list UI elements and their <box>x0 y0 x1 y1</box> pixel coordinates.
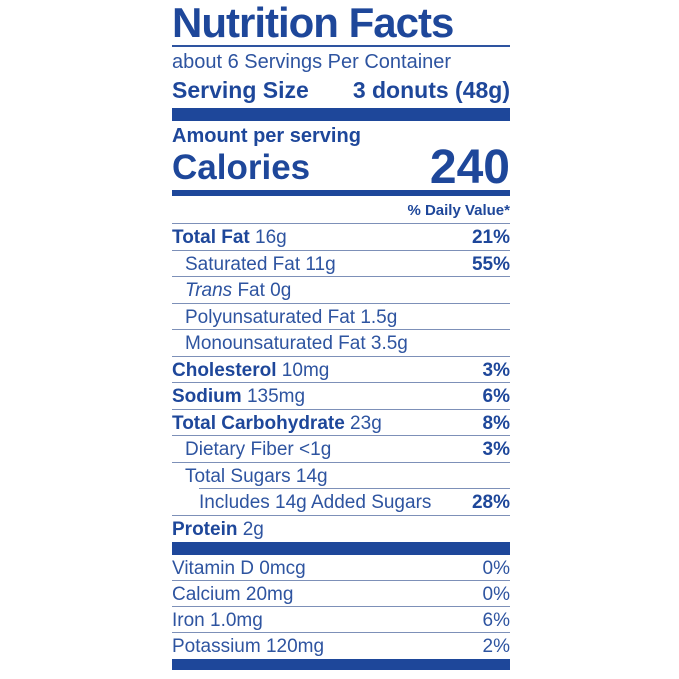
calories-value: 240 <box>429 141 510 194</box>
serving-size-row: Serving Size 3 donuts (48g) <box>172 76 510 108</box>
nutrient-row-added-sugars: Includes 14g Added Sugars 28% <box>172 489 510 516</box>
nutrient-row-cholesterol: Cholesterol 10mg 3% <box>172 357 510 384</box>
vitamin-row-calcium: Calcium 20mg 0% <box>172 581 510 607</box>
vitamin-row-potassium: Potassium 120mg 2% <box>172 633 510 659</box>
daily-value-pct: 0% <box>482 584 510 605</box>
footnote-asterisk: * <box>172 677 177 679</box>
daily-value-pct: 55% <box>471 253 510 275</box>
title-divider <box>172 45 510 47</box>
vitamin-row-vitamin-d: Vitamin D 0mcg 0% <box>172 555 510 581</box>
daily-value-pct: 0% <box>482 558 510 579</box>
daily-value-pct: 3% <box>482 439 510 460</box>
serving-size-value: 3 donuts (48g) <box>352 77 510 103</box>
nutrient-row-sodium: Sodium 135mg 6% <box>172 383 510 410</box>
nutrient-name: Polyunsaturated Fat 1.5g <box>185 306 398 328</box>
label-panel: Nutrition Facts about 6 Servings Per Con… <box>172 1 510 679</box>
nutrient-name: Calcium 20mg <box>172 584 294 605</box>
nutrient-row-saturated-fat: Saturated Fat 11g 55% <box>172 251 510 278</box>
nutrient-name: Includes 14g Added Sugars <box>199 492 432 513</box>
nutrient-name: Total Carbohydrate 23g <box>172 412 382 434</box>
nutrient-name: Sodium 135mg <box>172 386 306 407</box>
servings-per-container: about 6 Servings Per Container <box>172 51 452 73</box>
daily-value-pct: 8% <box>482 412 510 434</box>
daily-value-pct: 28% <box>471 492 510 513</box>
nutrient-name: Trans Fat 0g <box>185 280 292 301</box>
daily-value-header: % Daily Value* <box>172 196 510 224</box>
nutrient-row-monounsaturated-fat: Monounsaturated Fat 3.5g <box>172 330 510 357</box>
nutrient-row-trans-fat: Trans Fat 0g <box>172 277 510 304</box>
calories-label: Calories <box>172 148 311 187</box>
nutrient-row-total-sugars: Total Sugars 14g <box>172 463 510 490</box>
daily-value-pct: 2% <box>482 636 510 657</box>
vitamin-rows: Vitamin D 0mcg 0% Calcium 20mg 0% Iron 1… <box>172 555 510 659</box>
daily-value-pct: 3% <box>482 359 510 381</box>
nutrient-name: Iron 1.0mg <box>172 610 263 631</box>
nutrient-row-protein: Protein 2g <box>172 516 510 543</box>
calories-divider-bar <box>172 190 510 196</box>
nutrient-name: Total Sugars 14g <box>185 465 328 487</box>
serving-size-label: Serving Size <box>172 77 309 103</box>
vitamin-row-iron: Iron 1.0mg 6% <box>172 607 510 633</box>
nutrient-row-total-carbohydrate: Total Carbohydrate 23g 8% <box>172 410 510 437</box>
daily-value-pct: 21% <box>471 227 510 248</box>
calories-row: Calories 240 <box>172 141 510 194</box>
nutrient-name: Protein 2g <box>172 518 264 540</box>
nutrient-rows: Total Fat 16g 21% Saturated Fat 11g 55% … <box>172 224 510 542</box>
nutrient-name: Potassium 120mg <box>172 636 325 657</box>
section-divider-bar <box>172 542 510 555</box>
footnote-text: The % Daily Value (DV) tells you how muc… <box>180 677 508 679</box>
daily-value-pct: 6% <box>482 386 510 407</box>
nutrient-name: Total Fat 16g <box>172 227 287 248</box>
daily-value-pct: 6% <box>482 610 510 631</box>
footer-divider-bar <box>172 659 510 670</box>
nutrient-name: Saturated Fat 11g <box>185 253 336 275</box>
nutrient-name: Cholesterol 10mg <box>172 359 330 381</box>
nutrient-row-polyunsaturated-fat: Polyunsaturated Fat 1.5g <box>172 304 510 331</box>
daily-value-footnote: * The % Daily Value (DV) tells you how m… <box>172 677 510 679</box>
label-title: Nutrition Facts <box>172 0 454 46</box>
nutrient-row-dietary-fiber: Dietary Fiber <1g 3% <box>172 436 510 463</box>
section-divider-bar <box>172 108 510 121</box>
nutrient-name: Monounsaturated Fat 3.5g <box>185 333 408 354</box>
nutrient-name: Vitamin D 0mcg <box>172 558 306 579</box>
nutrient-name: Dietary Fiber <1g <box>185 439 332 460</box>
amount-per-serving-label: Amount per serving <box>172 125 361 147</box>
nutrient-row-total-fat: Total Fat 16g 21% <box>172 224 510 251</box>
